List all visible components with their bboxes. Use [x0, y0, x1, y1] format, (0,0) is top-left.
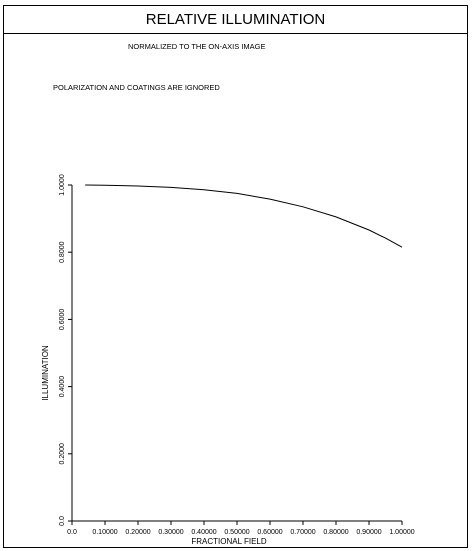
- chart-frame: RELATIVE ILLUMINATION: [3, 5, 468, 548]
- y-tick-label: 1.0000: [59, 174, 66, 196]
- chart-subtitle: NORMALIZED TO THE ON-AXIS IMAGE: [128, 42, 266, 51]
- chart-title: RELATIVE ILLUMINATION: [4, 6, 467, 34]
- x-tick-label: 0.70000: [290, 529, 315, 536]
- x-tick-label: 0.80000: [323, 529, 348, 536]
- x-tick-label: 0.30000: [158, 529, 183, 536]
- y-tick-label: 0.6000: [59, 309, 66, 331]
- y-tick-label: 0.4000: [59, 376, 66, 398]
- y-axis-label: ILLUMINATION: [41, 345, 50, 401]
- y-tick-label: 0.0: [59, 516, 66, 526]
- illumination-series-line: [85, 184, 403, 248]
- x-tick-label: 1.00000: [389, 529, 414, 536]
- y-tick-label: 0.2000: [59, 443, 66, 465]
- x-tick-label: 0.20000: [125, 529, 150, 536]
- x-tick-label: 0.40000: [191, 529, 216, 536]
- x-axis-label: FRACTIONAL FIELD: [191, 537, 266, 546]
- x-tick-label: 0.10000: [92, 529, 117, 536]
- y-tick-label: 0.8000: [59, 241, 66, 263]
- coatings-note: POLARIZATION AND COATINGS ARE IGNORED: [53, 83, 220, 92]
- x-tick-label: 0.50000: [224, 529, 249, 536]
- x-tick-label: 0.90000: [356, 529, 381, 536]
- x-tick-label: 0.0: [67, 529, 77, 536]
- x-tick-label: 0.60000: [257, 529, 282, 536]
